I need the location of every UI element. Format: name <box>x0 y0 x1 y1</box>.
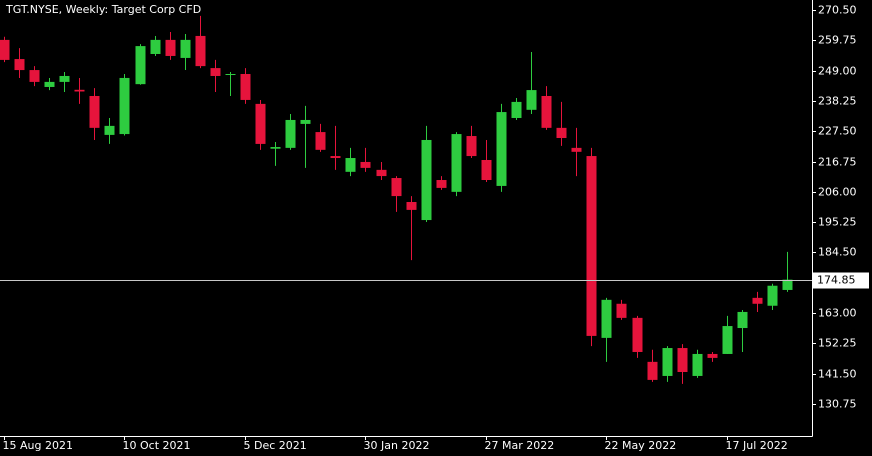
candle-body <box>511 101 522 118</box>
candle-body <box>737 311 748 329</box>
y-tick-label: 270.50 <box>818 4 857 17</box>
y-tick-label: 227.50 <box>818 125 857 138</box>
candle-body <box>632 317 643 352</box>
current-price-box <box>813 272 869 289</box>
candle-body <box>300 119 311 124</box>
candle-body <box>466 136 477 157</box>
candle-body <box>376 169 387 177</box>
candle-body <box>421 139 432 221</box>
candle-body <box>210 68 221 76</box>
y-tick-label: 130.75 <box>818 398 857 411</box>
candle-body <box>345 158 356 172</box>
y-tick-label: 249.00 <box>818 65 857 78</box>
candle-body <box>270 147 281 149</box>
candle-body <box>330 156 341 159</box>
candle-body <box>722 326 733 354</box>
candle-body <box>119 77 130 135</box>
x-tick-label: 27 Mar 2022 <box>485 439 555 452</box>
candle-body <box>180 39 191 58</box>
candle-body <box>526 90 537 110</box>
candle-body <box>541 95 552 128</box>
candle-body <box>451 134 462 192</box>
chart-title: TGT.NYSE, Weekly: Target Corp CFD <box>5 3 201 16</box>
candle-body <box>255 103 266 144</box>
candle-body <box>647 361 658 380</box>
x-tick-label: 30 Jan 2022 <box>364 439 430 452</box>
candle-body <box>59 75 70 82</box>
candle-body <box>406 202 417 210</box>
candle-body <box>496 112 507 186</box>
y-tick-label: 141.50 <box>818 368 857 381</box>
candle-body <box>14 59 25 71</box>
current-price-label: 174.85 <box>817 274 856 287</box>
candle-body <box>29 70 40 82</box>
candle-body <box>285 119 296 148</box>
y-tick-label: 238.25 <box>818 95 857 108</box>
candle-body <box>601 299 612 338</box>
candle-body <box>315 132 326 150</box>
candle-body <box>707 353 718 358</box>
candle-body <box>0 39 10 60</box>
x-tick-label: 5 Dec 2021 <box>244 439 307 452</box>
candle-body <box>677 348 688 373</box>
candle-body <box>481 159 492 181</box>
y-tick-label: 184.50 <box>818 246 857 259</box>
x-tick-label: 15 Aug 2021 <box>3 439 73 452</box>
candle-body <box>616 303 627 318</box>
candle-body <box>556 127 567 139</box>
y-tick-label: 152.25 <box>818 337 857 350</box>
x-tick-label: 22 May 2022 <box>605 439 677 452</box>
candle-body <box>104 125 115 135</box>
candle-body <box>360 161 371 168</box>
candle-body <box>195 35 206 67</box>
candle-body <box>165 39 176 56</box>
candle-body <box>44 81 55 87</box>
candle-body <box>135 46 146 85</box>
candle-body <box>767 285 778 306</box>
candle-body <box>571 147 582 152</box>
y-tick-label: 216.75 <box>818 156 857 169</box>
candle-body <box>692 353 703 376</box>
candle-body <box>150 39 161 54</box>
y-tick-label: 206.00 <box>818 186 857 199</box>
candle-body <box>225 74 236 76</box>
candle-body <box>752 297 763 304</box>
x-tick-label: 10 Oct 2021 <box>123 439 191 452</box>
candle-body <box>782 279 793 290</box>
y-tick-label: 163.00 <box>818 307 857 320</box>
candle-body <box>662 348 673 376</box>
candle-body <box>436 180 447 188</box>
y-tick-label: 259.75 <box>818 34 857 47</box>
candle-body <box>89 95 100 128</box>
candle-body <box>240 74 251 100</box>
y-tick-label: 195.25 <box>818 216 857 229</box>
candle-body <box>586 156 597 336</box>
candle-body <box>74 89 85 92</box>
candle-body <box>391 178 402 197</box>
x-tick-label: 17 Jul 2022 <box>726 439 788 452</box>
